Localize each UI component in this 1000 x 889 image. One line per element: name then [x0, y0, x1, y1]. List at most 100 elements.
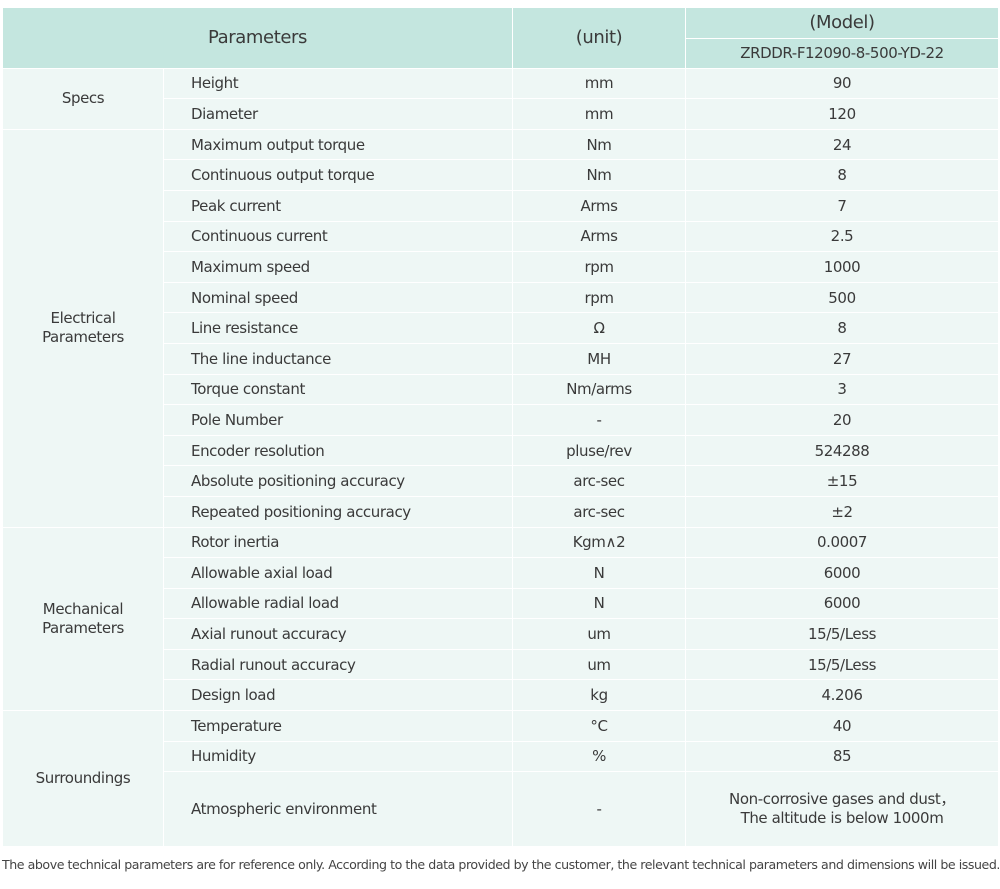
- group-cell: Electrical Parameters: [2, 128, 164, 528]
- header-unit: (unit): [512, 7, 686, 69]
- param-cell: Atmospheric environment: [163, 771, 513, 848]
- param-cell: Pole Number: [163, 404, 513, 436]
- param-cell: Diameter: [163, 98, 513, 130]
- unit-cell: mm: [512, 67, 686, 100]
- value-cell: 6000: [685, 557, 999, 589]
- value-cell: Non-corrosive gases and dust， The altitud…: [685, 771, 999, 848]
- param-cell: Peak current: [163, 189, 513, 222]
- value-cell: 120: [685, 98, 999, 130]
- param-cell: Absolute positioning accuracy: [163, 465, 513, 497]
- value-line: The altitude is below 1000m: [740, 809, 944, 828]
- group-label: Surroundings: [35, 769, 131, 788]
- value-cell: 524288: [685, 434, 999, 467]
- table-row: Allowable radial load N 6000: [3, 587, 999, 620]
- table-row: Peak current Arms 7: [3, 189, 999, 222]
- group-label: Mechanical Parameters: [42, 599, 124, 637]
- param-cell: Humidity: [163, 740, 513, 773]
- unit-cell: Ω: [512, 312, 686, 344]
- table-header: Parameters (unit) (Model) ZRDDR-F12090-8…: [2, 7, 999, 69]
- param-cell: Continuous output torque: [163, 159, 513, 191]
- unit-cell: N: [512, 587, 686, 620]
- group-cell: Specs: [2, 67, 164, 130]
- value-cell: 15/5/Less: [685, 648, 999, 681]
- table-row: Allowable axial load N 6000: [3, 557, 999, 589]
- value-cell: ±15: [685, 465, 999, 497]
- unit-cell: um: [512, 648, 686, 681]
- unit-cell: um: [512, 618, 686, 650]
- unit-cell: rpm: [512, 251, 686, 283]
- unit-cell: mm: [512, 98, 686, 130]
- value-cell: 8: [685, 312, 999, 344]
- value-line: Non-corrosive gases and dust，: [729, 790, 955, 809]
- table-row: Continuous output torque Nm 8: [3, 159, 999, 191]
- unit-cell: -: [512, 404, 686, 436]
- unit-cell: Nm: [512, 128, 686, 161]
- param-cell: Height: [163, 67, 513, 100]
- table-row: Absolute positioning accuracy arc-sec ±15: [3, 465, 999, 497]
- value-cell: 6000: [685, 587, 999, 620]
- param-cell: Temperature: [163, 710, 513, 742]
- unit-cell: rpm: [512, 281, 686, 314]
- param-cell: Continuous current: [163, 220, 513, 253]
- spec-table: Parameters (unit) (Model) ZRDDR-F12090-8…: [2, 7, 999, 848]
- group-cell: Mechanical Parameters: [2, 526, 164, 712]
- param-cell: Rotor inertia: [163, 526, 513, 559]
- table-row: Diameter mm 120: [3, 98, 999, 130]
- footnote: The above technical parameters are for r…: [2, 857, 1000, 872]
- table-row: Repeated positioning accuracy arc-sec ±2: [3, 495, 999, 528]
- value-cell: 8: [685, 159, 999, 191]
- table-row: Atmospheric environment - Non-corrosive ga…: [3, 771, 999, 848]
- table-body: Specs Height mm 90 Diameter mm 120 Electrical P…: [2, 67, 999, 848]
- table-row: Mechanical Parameters Rotor inertia Kgm∧2 0…: [2, 526, 999, 712]
- unit-cell: MH: [512, 342, 686, 375]
- table-row: Encoder resolution pluse/rev 524288: [3, 434, 999, 467]
- unit-cell: kg: [512, 679, 686, 712]
- spec-table-wrap: Parameters (unit) (Model) ZRDDR-F12090-8…: [2, 7, 999, 848]
- param-cell: Maximum speed: [163, 251, 513, 283]
- param-cell: Axial runout accuracy: [163, 618, 513, 650]
- table-row: Line resistance Ω 8: [3, 312, 999, 344]
- table-row: Torque constant Nm/arms 3: [3, 373, 999, 406]
- table-row: Maximum speed rpm 1000: [3, 251, 999, 283]
- group-cell: Surroundings: [2, 710, 164, 848]
- unit-cell: %: [512, 740, 686, 773]
- group-label: Electrical Parameters: [42, 309, 124, 347]
- unit-cell: N: [512, 557, 686, 589]
- unit-cell: arc-sec: [512, 465, 686, 497]
- table-row: Axial runout accuracy um 15/5/Less: [3, 618, 999, 650]
- table-row: Electrical Parameters Maximum output torq…: [2, 128, 999, 528]
- value-cell: 27: [685, 342, 999, 375]
- unit-cell: Nm: [512, 159, 686, 191]
- unit-cell: Nm/arms: [512, 373, 686, 406]
- value-cell: 15/5/Less: [685, 618, 999, 650]
- header-model: (Model): [685, 7, 999, 39]
- table-row: Continuous current Arms 2.5: [3, 220, 999, 253]
- value-cell: 24: [685, 128, 999, 161]
- unit-cell: °C: [512, 710, 686, 742]
- param-cell: Radial runout accuracy: [163, 648, 513, 681]
- value-cell: 2.5: [685, 220, 999, 253]
- value-cell: 7: [685, 189, 999, 222]
- unit-cell: Arms: [512, 189, 686, 222]
- table-row: Nominal speed rpm 500: [3, 281, 999, 314]
- param-cell: Allowable axial load: [163, 557, 513, 589]
- value-cell: 1000: [685, 251, 999, 283]
- param-cell: Repeated positioning accuracy: [163, 495, 513, 528]
- value-cell: 500: [685, 281, 999, 314]
- param-cell: Design load: [163, 679, 513, 712]
- param-cell: Line resistance: [163, 312, 513, 344]
- value-cell: 90: [685, 67, 999, 100]
- param-cell: Maximum output torque: [163, 128, 513, 161]
- value-cell: 0.0007: [685, 526, 999, 559]
- param-cell: Encoder resolution: [163, 434, 513, 467]
- param-cell: Nominal speed: [163, 281, 513, 314]
- header-parameters: Parameters: [2, 7, 513, 69]
- table-row: Specs Height mm 90: [2, 67, 999, 130]
- group-label: Specs: [61, 89, 105, 108]
- param-cell: Torque constant: [163, 373, 513, 406]
- param-cell: Allowable radial load: [163, 587, 513, 620]
- table-row: Surroundings Temperature °C 40: [2, 710, 999, 848]
- value-cell: 85: [685, 740, 999, 773]
- unit-cell: Arms: [512, 220, 686, 253]
